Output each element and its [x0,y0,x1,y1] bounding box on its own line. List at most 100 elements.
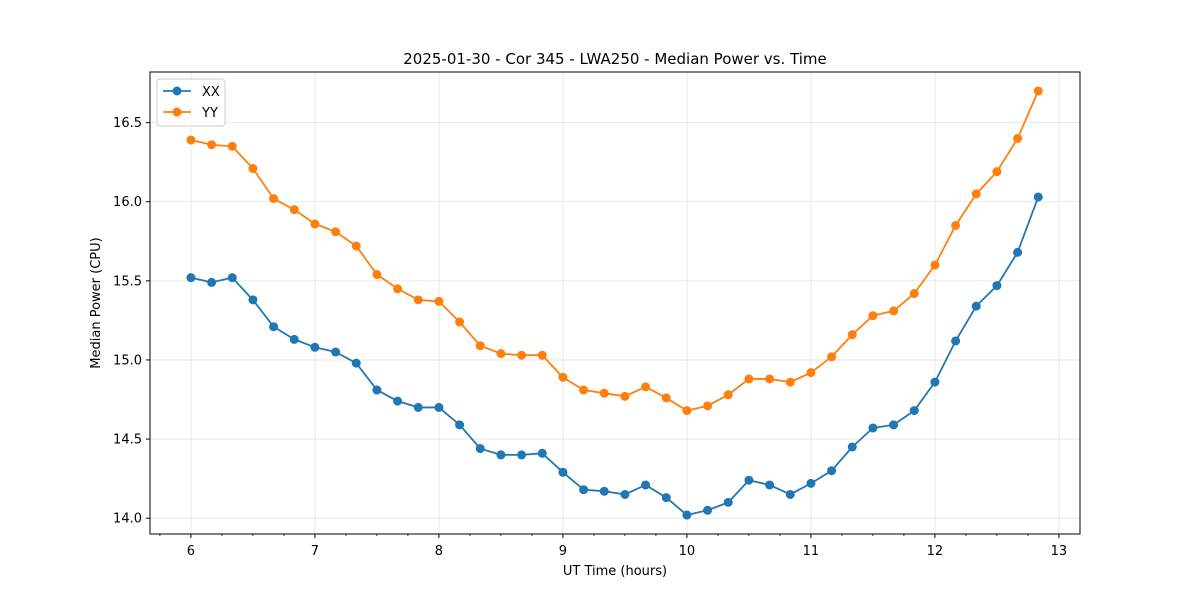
data-point-yy [868,311,878,321]
data-point-xx [1013,247,1023,257]
data-point-yy [723,390,733,400]
data-point-yy [434,296,444,306]
data-point-yy [971,189,981,199]
data-point-yy [682,406,692,416]
data-point-xx [310,342,320,352]
data-point-yy [847,330,857,340]
data-point-yy [806,368,816,378]
data-point-xx [682,510,692,520]
data-point-xx [620,489,630,499]
data-point-xx [351,358,361,368]
data-point-xx [289,334,299,344]
data-point-yy [186,135,196,145]
data-point-xx [992,281,1002,291]
data-point-yy [765,374,775,384]
data-point-xx [207,277,217,287]
data-point-yy [889,306,899,316]
data-point-xx [868,423,878,433]
x-tick-label: 13 [1051,544,1068,559]
data-point-yy [785,377,795,387]
x-tick-label: 7 [311,544,319,559]
data-point-xx [951,336,961,346]
data-point-xx [413,402,423,412]
data-point-yy [620,391,630,401]
data-point-yy [310,219,320,229]
data-point-xx [537,448,547,458]
legend: XX YY [156,78,226,127]
y-tick-label: 16.5 [113,116,142,131]
data-point-yy [331,227,341,237]
data-point-yy [579,385,589,395]
data-point-yy [951,220,961,230]
y-tick-label: 15.5 [113,274,142,289]
data-point-xx [641,480,651,490]
data-point-yy [930,260,940,270]
legend-marker-yy [172,107,182,117]
x-tick-label: 11 [803,544,820,559]
x-tick-label: 6 [187,544,195,559]
data-point-xx [661,493,671,503]
data-point-xx [847,442,857,452]
data-point-xx [269,322,279,332]
data-point-xx [455,420,465,430]
data-point-yy [537,350,547,360]
data-point-xx [434,402,444,412]
data-point-yy [413,295,423,305]
data-point-yy [351,241,361,251]
data-point-yy [475,341,485,351]
data-point-xx [827,466,837,476]
axis-ticks: 6 7 8 9 10 11 12 13 14.0 14.5 15.0 15.5 16.0 16.5 [113,116,1067,559]
data-point-xx [806,478,816,488]
y-tick-label: 15.0 [113,353,142,368]
data-point-xx [558,467,568,477]
data-point-yy [744,374,754,384]
data-point-xx [496,450,506,460]
x-tick-label: 8 [435,544,443,559]
data-point-xx [889,420,899,430]
data-point-xx [227,273,237,283]
x-tick-label: 10 [679,544,696,559]
data-point-xx [930,377,940,387]
y-axis-label: Median Power (CPU) [89,237,104,368]
data-point-yy [248,164,258,174]
data-point-yy [1013,133,1023,143]
data-point-yy [455,317,465,327]
data-point-xx [971,301,981,311]
data-point-xx [475,444,485,454]
data-point-xx [248,295,258,305]
data-point-yy [517,350,527,360]
data-point-xx [744,475,754,485]
y-tick-label: 14.0 [113,512,142,527]
x-tick-label: 12 [927,544,944,559]
y-tick-label: 14.5 [113,433,142,448]
y-tick-label: 16.0 [113,195,142,210]
data-point-xx [765,480,775,490]
data-point-yy [269,194,279,204]
x-axis-label: UT Time (hours) [563,564,667,579]
data-point-yy [703,401,713,411]
data-point-xx [785,489,795,499]
data-point-yy [599,388,609,398]
data-point-yy [372,270,382,280]
data-point-xx [909,406,919,416]
data-point-yy [661,393,671,403]
data-point-yy [1033,86,1043,96]
data-point-xx [723,497,733,507]
data-point-yy [207,140,217,150]
data-point-yy [393,284,403,294]
data-point-xx [393,396,403,406]
data-point-xx [517,450,527,460]
data-point-yy [909,289,919,299]
series-layer [186,86,1043,520]
data-point-xx [186,273,196,283]
data-point-xx [579,485,589,495]
data-point-yy [289,205,299,215]
data-point-yy [641,382,651,392]
legend-marker-xx [172,86,182,96]
data-point-yy [496,349,506,359]
x-tick-label: 9 [559,544,567,559]
data-point-yy [827,352,837,362]
data-point-xx [331,347,341,357]
data-point-xx [599,486,609,496]
